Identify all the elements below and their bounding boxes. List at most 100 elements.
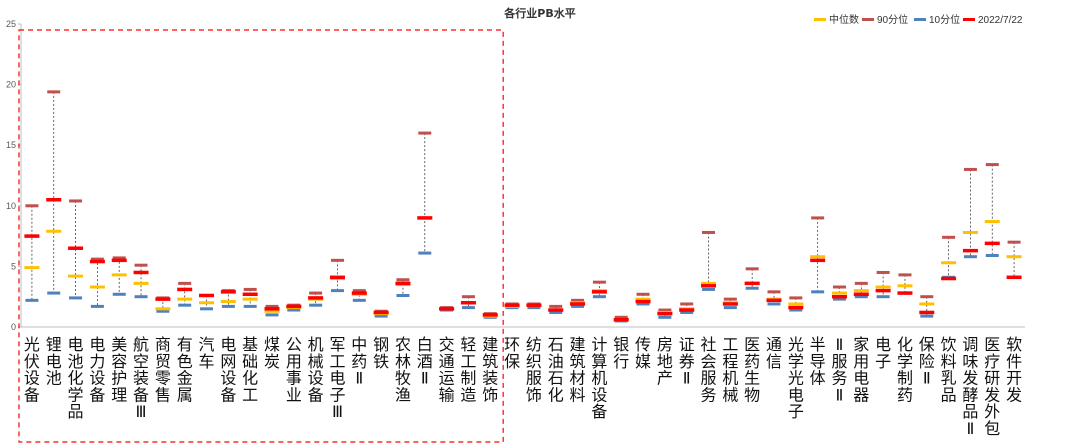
category-marks — [919, 295, 935, 318]
legend-label-p90: 90分位 — [877, 13, 908, 26]
category-label: 航空装备 Ⅲ — [133, 335, 149, 421]
category-label: 建筑装饰 — [482, 335, 498, 404]
category-label: 石油石化 — [548, 335, 564, 404]
category-label: 锂电池 — [46, 335, 62, 388]
category-label: 半导体 — [810, 335, 826, 388]
category-label: 美容护理 — [111, 335, 127, 404]
category-marks — [635, 292, 651, 306]
category-label: 机械设备 — [308, 335, 324, 404]
y-tick-label: 10 — [6, 201, 16, 211]
category-marks — [264, 304, 280, 317]
category-marks — [897, 273, 913, 295]
category-label: 基础化工 — [242, 335, 258, 404]
category-label: 社会服务 — [701, 335, 717, 404]
category-marks — [68, 199, 84, 300]
category-label: 公用事业 — [286, 335, 302, 404]
category-label: 传媒 — [635, 335, 651, 371]
category-label: 农林牧渔 — [395, 335, 411, 404]
category-marks — [962, 167, 978, 259]
category-label: 交通运输 — [439, 335, 455, 404]
category-marks — [875, 270, 891, 299]
category-label: Ⅱ 服务 Ⅱ — [831, 335, 847, 404]
category-marks — [46, 90, 62, 295]
category-marks — [831, 285, 847, 301]
category-marks — [177, 281, 193, 307]
category-marks — [155, 296, 171, 313]
chart-title: 各行业PB水平 — [503, 6, 575, 20]
y-tick-label: 20 — [6, 80, 16, 90]
category-label: 医疗研发外包 — [984, 335, 1000, 438]
category-label: 商贸零售 — [155, 335, 171, 404]
category-marks — [744, 267, 760, 290]
category-marks — [722, 297, 738, 310]
category-label: 纺织服饰 — [526, 335, 542, 404]
category-marks — [613, 315, 629, 323]
legend-label-p10: 10分位 — [929, 13, 960, 26]
category-marks — [810, 216, 826, 294]
category-marks — [308, 291, 324, 307]
category-label: 银行 — [613, 335, 629, 371]
category-marks — [548, 304, 564, 314]
category-marks — [504, 302, 520, 310]
category-marks — [286, 303, 302, 312]
category-label: 保险 Ⅱ — [919, 335, 935, 388]
category-label: 电力设备 — [89, 335, 105, 404]
category-marks — [591, 280, 607, 299]
category-marks — [1006, 240, 1022, 280]
category-marks — [24, 204, 40, 302]
category-marks — [417, 131, 433, 255]
category-marks — [89, 257, 105, 308]
category-label: 家用电器 — [853, 335, 869, 404]
category-marks — [766, 290, 782, 306]
y-tick-label: 5 — [11, 261, 16, 271]
category-label: 电网设备 — [220, 335, 236, 404]
category-label: 煤炭 — [264, 335, 280, 371]
category-marks — [679, 302, 695, 314]
category-marks — [788, 296, 804, 312]
category-label: 汽车 — [199, 335, 215, 371]
category-marks — [395, 278, 411, 297]
category-marks — [701, 230, 717, 291]
y-tick-label: 0 — [11, 322, 16, 332]
category-label: 轻工制造 — [460, 335, 476, 404]
legend-label-current: 2022/7/22 — [978, 15, 1023, 26]
category-label: 饮料乳品 — [941, 335, 957, 404]
category-marks — [439, 306, 455, 312]
category-label: 光伏设备 — [24, 335, 40, 404]
category-label: 软件开发 — [1006, 335, 1022, 404]
category-label: 电子 — [875, 335, 891, 371]
highlight-box — [18, 29, 504, 443]
category-label: 医药生物 — [744, 335, 760, 404]
category-marks — [460, 295, 476, 310]
category-marks — [111, 256, 127, 296]
category-marks — [853, 281, 869, 299]
category-marks — [984, 163, 1000, 257]
category-marks — [657, 308, 673, 319]
category-marks — [570, 298, 586, 308]
category-marks — [526, 302, 542, 310]
category-label: 钢铁 — [373, 335, 389, 371]
y-tick-label: 15 — [6, 140, 16, 150]
category-label: 有色金属 — [177, 335, 193, 404]
category-label: 建筑材料 — [570, 335, 586, 404]
legend-label-median: 中位数 — [829, 13, 859, 26]
category-marks — [220, 289, 236, 308]
category-marks — [133, 263, 149, 299]
category-marks — [329, 258, 345, 293]
category-label: 中药 Ⅱ — [351, 335, 367, 388]
category-label: 化学制药 — [897, 335, 913, 404]
category-label: 环保 — [504, 335, 520, 371]
category-label: 调味发酵品 Ⅱ — [962, 335, 978, 438]
category-label: 光学光电子 — [788, 335, 804, 421]
category-label: 房地产 — [657, 335, 673, 388]
category-marks — [941, 235, 957, 281]
y-tick-label: 25 — [6, 19, 16, 29]
category-label: 白酒 Ⅱ — [417, 335, 433, 388]
category-label: 工程机械 — [722, 335, 738, 404]
category-marks — [351, 289, 367, 302]
category-label: 计算机设备 — [591, 335, 607, 421]
legend: 中位数 90分位 10分位 2022/7/22 — [814, 13, 1023, 26]
category-label: 军工电子 Ⅲ — [329, 335, 345, 421]
category-marks — [373, 309, 389, 318]
